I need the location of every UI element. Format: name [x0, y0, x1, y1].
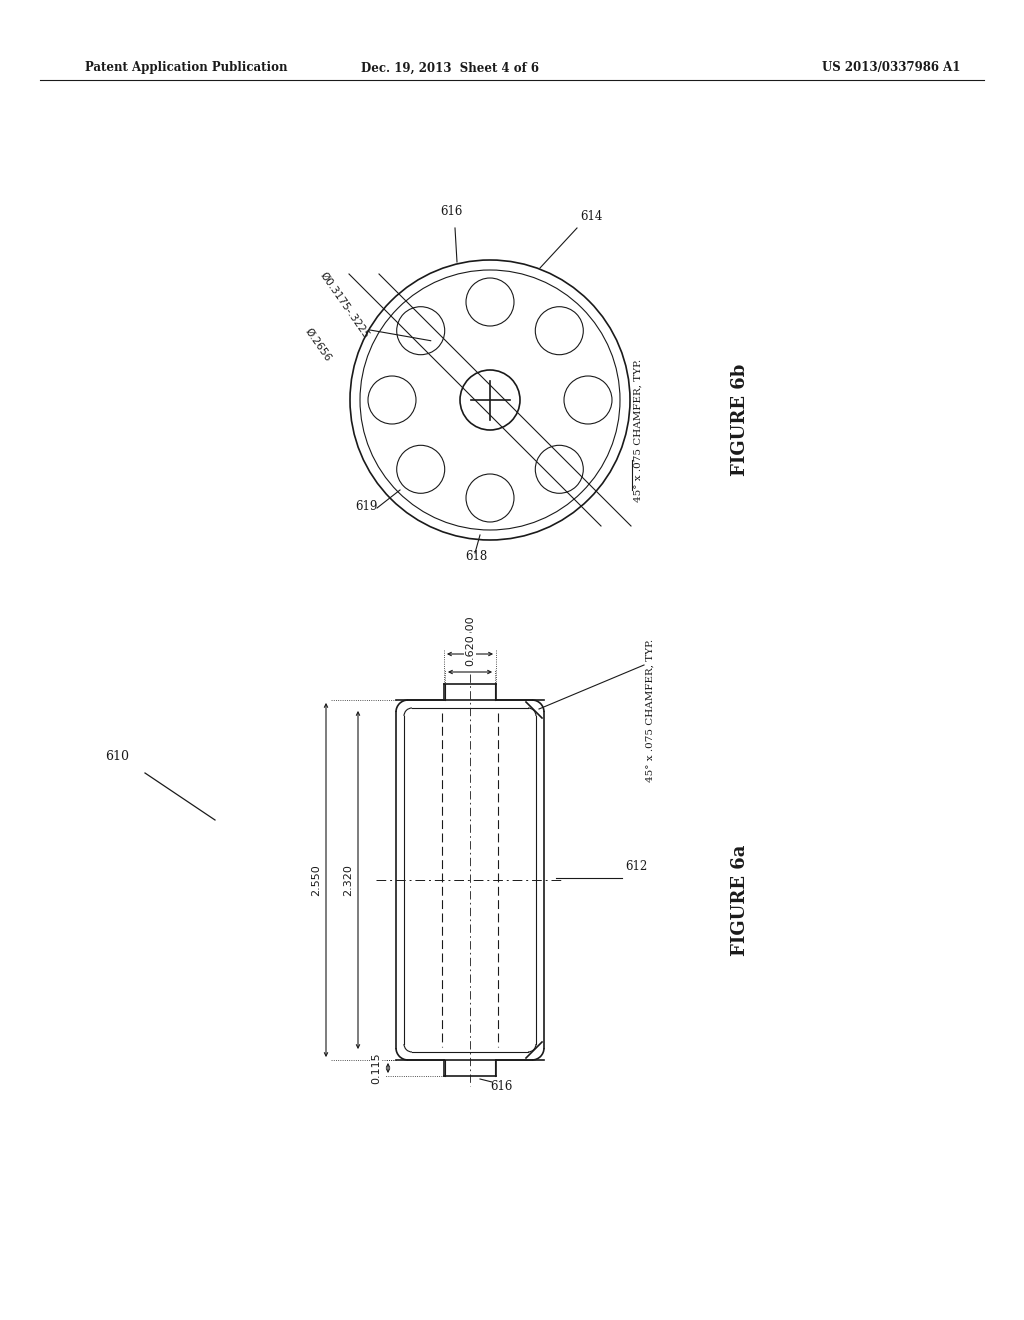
Text: 618: 618	[465, 550, 487, 564]
Text: 619: 619	[355, 500, 378, 513]
Text: Ø0.3175-.3225: Ø0.3175-.3225	[318, 271, 372, 341]
Text: 1.500: 1.500	[465, 614, 475, 645]
Text: 2.320: 2.320	[343, 865, 353, 896]
Text: FIGURE 6a: FIGURE 6a	[731, 845, 749, 956]
Text: Patent Application Publication: Patent Application Publication	[85, 62, 288, 74]
Text: 616: 616	[440, 205, 463, 218]
Text: 0.620: 0.620	[465, 634, 475, 667]
Text: 0.115: 0.115	[371, 1052, 381, 1084]
Text: 612: 612	[625, 861, 647, 873]
Text: 45° x .075 CHAMFER, TYP.: 45° x .075 CHAMFER, TYP.	[645, 639, 654, 781]
Text: 614: 614	[580, 210, 602, 223]
Text: 610: 610	[105, 750, 129, 763]
Text: 45° x .075 CHAMFER, TYP.: 45° x .075 CHAMFER, TYP.	[634, 359, 642, 502]
Text: US 2013/0337986 A1: US 2013/0337986 A1	[821, 62, 961, 74]
Text: Dec. 19, 2013  Sheet 4 of 6: Dec. 19, 2013 Sheet 4 of 6	[361, 62, 539, 74]
Text: 616: 616	[490, 1080, 512, 1093]
Text: 2.550: 2.550	[311, 865, 321, 896]
Text: FIGURE 6b: FIGURE 6b	[731, 364, 749, 477]
Text: Ø.2656: Ø.2656	[303, 326, 333, 363]
